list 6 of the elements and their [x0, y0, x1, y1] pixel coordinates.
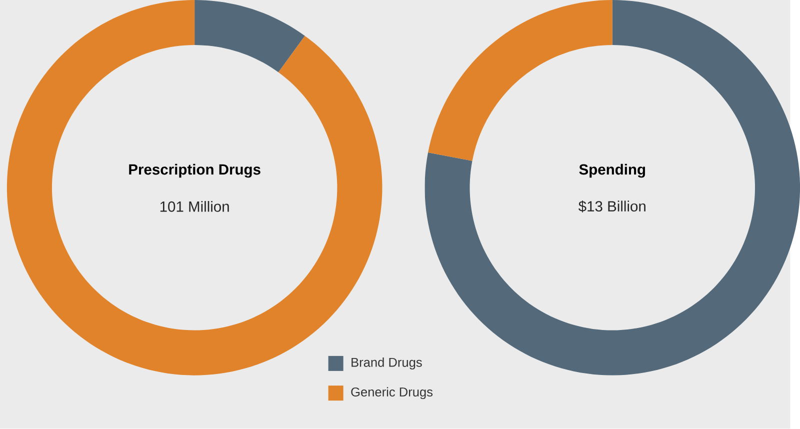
legend-label: Generic Drugs: [351, 387, 433, 400]
text: Spending: [579, 164, 646, 178]
legend-label: Brand Drugs: [352, 358, 422, 370]
text: 101 Million: [160, 201, 229, 212]
text: Prescription Drugs: [129, 164, 260, 178]
text: $13 Billion: [578, 200, 646, 213]
